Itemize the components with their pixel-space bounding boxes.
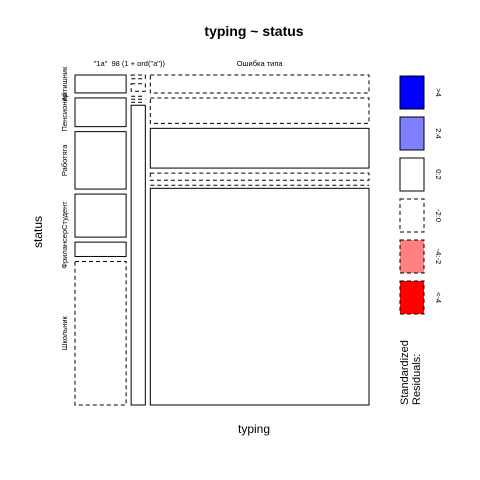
legend-label: -2:0 <box>434 209 443 222</box>
mosaic-cell-студент-2 <box>149 172 370 181</box>
mosaic-cell-школьник-2 <box>149 187 370 406</box>
y-category-label: Работяга <box>60 144 69 176</box>
legend-swatch <box>399 75 425 110</box>
mosaic-cell-школьник-0 <box>74 260 127 406</box>
legend-label: <-4 <box>434 292 443 303</box>
legend-label: -4:-2 <box>434 249 443 264</box>
mosaic-cell-айтишник-1 <box>130 74 146 80</box>
y-axis-label: status <box>31 216 45 248</box>
x-category-label: Ошибка типа <box>237 59 284 68</box>
legend-title: Standardized <box>399 340 411 405</box>
mosaic-cell-пенсионер-1 <box>130 83 146 92</box>
legend-swatch <box>399 280 425 315</box>
y-category-label: Пенсионер <box>60 93 69 131</box>
mosaic-cell-айтишник-0 <box>74 74 127 94</box>
legend-swatch <box>399 157 425 192</box>
mosaic-cell-работяга-2 <box>149 127 370 169</box>
legend-title: Residuals: <box>411 354 423 405</box>
legend-label: 2:4 <box>434 128 443 138</box>
legend-label: >4 <box>434 88 443 97</box>
y-category-label: Школьник <box>60 315 69 350</box>
x-category-label: "1a" <box>94 59 108 68</box>
mosaic-cell-школьник-1 <box>130 104 146 406</box>
mosaic-cell-работяга-0 <box>74 131 127 190</box>
legend-swatch <box>399 198 425 233</box>
x-axis-label: typing <box>238 422 270 436</box>
mosaic-cell-пенсионер-2 <box>149 97 370 124</box>
y-category-label: Айтишник <box>60 66 69 101</box>
x-category-label: 98 (1 + ord("a")) <box>111 59 165 68</box>
x-category-labels: "1a" 98 (1 + ord("a")) Ошибка типа <box>94 59 284 68</box>
legend-label: 0:2 <box>434 169 443 179</box>
legend-swatch <box>399 239 425 274</box>
legend-swatch <box>399 116 425 151</box>
residual-legend: >4 2:4 0:2 -2:0 -4:-2 <-4 Standardized Residual… <box>399 75 443 405</box>
mosaic-cell-айтишник-2 <box>149 74 370 94</box>
mosaic-cell-пенсионер-0 <box>74 97 127 128</box>
y-category-label: Фрилансер <box>60 230 69 269</box>
chart-title: typing ~ status <box>204 23 303 39</box>
mosaic-cell-студент-0 <box>74 193 127 238</box>
y-category-label: Студент <box>60 201 69 230</box>
mosaic-cells <box>74 74 370 406</box>
mosaic-cell-фрилансер-0 <box>74 241 127 257</box>
